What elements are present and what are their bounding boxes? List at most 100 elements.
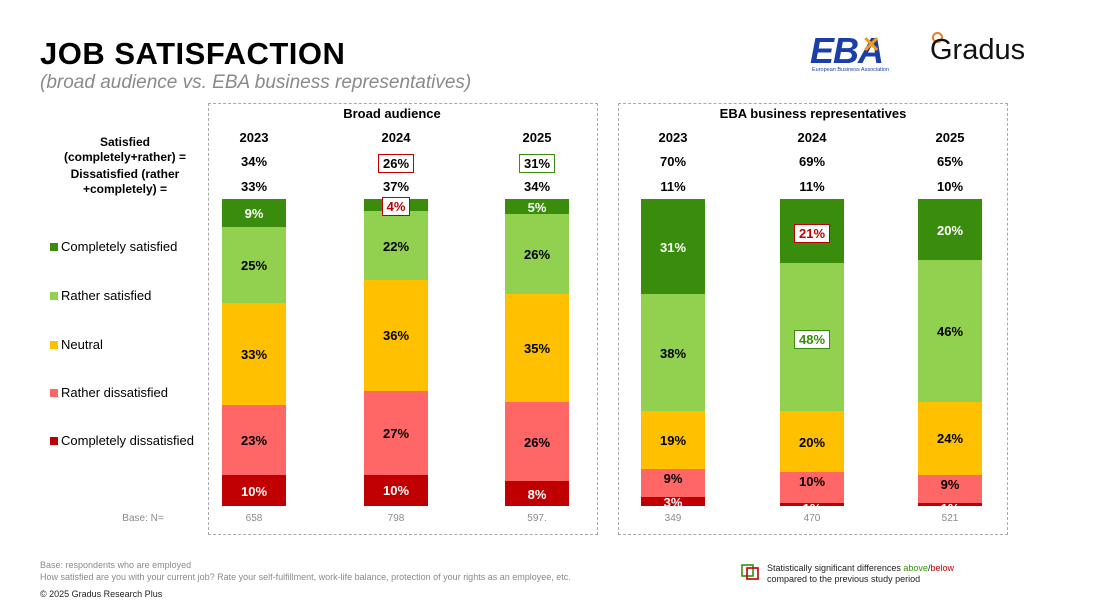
- bar-segment-completely-dissatisfied: [222, 475, 286, 506]
- footer-question: How satisfied are you with your current …: [40, 572, 571, 582]
- eba-logo: EBA ✕ European Business Association: [810, 30, 900, 76]
- year-label: 2025: [935, 130, 965, 145]
- significance-box: 31%: [518, 154, 556, 173]
- satisfied-value: 34%: [240, 154, 268, 169]
- bar-segment-rather-dissatisfied: [364, 391, 428, 475]
- footer-base-note: Base: respondents who are employed: [40, 560, 192, 570]
- page-title: JOB SATISFACTION: [40, 36, 346, 71]
- bar-data-label: 8%: [527, 486, 547, 502]
- base-value: 470: [803, 513, 821, 524]
- base-value: 658: [245, 513, 263, 524]
- bar-segment-neutral: [222, 303, 286, 405]
- satisfied-value: 26%: [361, 154, 431, 173]
- bar-data-label: 19%: [659, 432, 687, 448]
- bar-data-label: 23%: [240, 432, 268, 448]
- bar-data-label: 46%: [936, 324, 964, 339]
- base-value: 521: [941, 513, 959, 524]
- bar-data-label: 1%: [802, 500, 822, 516]
- bar-data-label: 26%: [523, 434, 551, 450]
- dissatisfied-value: 11%: [799, 179, 825, 194]
- bar-data-label: 10%: [382, 483, 410, 499]
- legend-label: Completely satisfied: [61, 239, 178, 254]
- legend-item: Neutral: [50, 337, 103, 353]
- bar-data-label: 31%: [659, 239, 687, 255]
- bar-data-label: 9%: [244, 205, 264, 221]
- sig-text-prefix: Statistically significant differences: [767, 563, 904, 573]
- bar-segment-neutral: [364, 279, 428, 392]
- bar-segment-rather-dissatisfied: [222, 404, 286, 476]
- bar-data-label: 27%: [382, 426, 410, 442]
- significance-legend-icon: [741, 564, 759, 580]
- significance-box: 4%: [381, 197, 411, 216]
- sig-text-sep: /: [927, 563, 931, 573]
- legend-swatch: [50, 436, 58, 445]
- bar-segment-completely-dissatisfied: [364, 474, 428, 506]
- satisfied-value: 65%: [936, 154, 964, 169]
- bar-data-label: 35%: [523, 340, 551, 356]
- bar-data-label: 1%: [940, 500, 960, 516]
- legend-label: Rather satisfied: [61, 288, 152, 303]
- bar-data-label: 26%: [523, 247, 551, 263]
- bar-data-label: 20%: [936, 222, 964, 238]
- dissatisfied-value: 37%: [382, 179, 410, 194]
- dissatisfied-row-label: Dissatisfied (rather +completely) =: [70, 167, 180, 196]
- footer-copyright: © 2025 Gradus Research Plus: [40, 589, 163, 599]
- year-label: 2023: [658, 130, 688, 145]
- satisfied-value: 70%: [659, 154, 687, 169]
- bar-segment-completely-dissatisfied: [505, 481, 569, 506]
- bar-segment-completely-satisfied: [505, 199, 569, 215]
- sig-text-above: above: [903, 563, 928, 573]
- legend-item: Rather dissatisfied: [50, 385, 168, 401]
- bar-segment-completely-dissatisfied: [641, 496, 705, 506]
- dissatisfied-value: 33%: [240, 179, 268, 194]
- dissatisfied-value: 10%: [936, 179, 964, 194]
- legend-item: Completely dissatisfied: [50, 433, 194, 449]
- significance-box: 21%: [793, 224, 831, 244]
- bar-data-label: 21%: [777, 224, 847, 244]
- gradus-logo-dot-icon: [932, 32, 943, 43]
- bar-segment-rather-dissatisfied: [641, 469, 705, 497]
- bar-data-label: 4%: [361, 197, 431, 216]
- significance-box: 26%: [377, 154, 415, 173]
- dissatisfied-value: 11%: [660, 179, 686, 194]
- bar-data-label: 36%: [382, 328, 410, 344]
- bar-segment-completely-dissatisfied: [780, 502, 844, 506]
- panel-title-eba: EBA business representatives: [719, 106, 907, 121]
- bar-data-label: 3%: [663, 494, 683, 510]
- panel-title-broad: Broad audience: [343, 106, 441, 121]
- legend-swatch: [50, 291, 58, 300]
- bar-segment-neutral: [918, 401, 982, 476]
- significance-box: 48%: [793, 330, 831, 350]
- base-value: 597.: [527, 513, 547, 524]
- bar-data-label: 38%: [659, 345, 687, 361]
- legend-label: Rather dissatisfied: [61, 385, 168, 400]
- bar-segment-rather-dissatisfied: [780, 472, 844, 503]
- satisfied-value: 31%: [502, 154, 572, 173]
- bar-segment-neutral: [780, 410, 844, 473]
- panel-eba-representatives: [618, 103, 1008, 535]
- bar-segment-neutral: [641, 410, 705, 470]
- bar-segment-completely-satisfied: [641, 199, 705, 295]
- eba-logo-text: EBA: [810, 30, 884, 71]
- significance-legend-text: Statistically significant differences ab…: [767, 563, 954, 585]
- bar-data-label: 9%: [940, 477, 960, 493]
- eba-logo-mark-icon: ✕: [862, 32, 881, 57]
- year-label: 2024: [797, 130, 827, 145]
- bar-data-label: 20%: [798, 434, 826, 450]
- bar-segment-rather-satisfied: [641, 294, 705, 411]
- bar-data-label: 10%: [240, 483, 268, 499]
- year-label: 2025: [522, 130, 552, 145]
- bar-segment-completely-satisfied: [918, 199, 982, 261]
- bar-segment-rather-satisfied: [364, 211, 428, 280]
- year-label: 2024: [381, 130, 411, 145]
- bar-segment-completely-dissatisfied: [918, 502, 982, 506]
- page-subtitle: (broad audience vs. EBA business represe…: [40, 72, 472, 93]
- bar-data-label: 25%: [240, 258, 268, 273]
- bar-data-label: 9%: [663, 471, 683, 487]
- year-label: 2023: [239, 130, 269, 145]
- bar-data-label: 33%: [240, 347, 268, 363]
- bar-segment-rather-satisfied: [918, 260, 982, 402]
- satisfied-row-label: Satisfied (completely+rather) =: [63, 135, 187, 164]
- base-row-label: Base: N=: [122, 513, 164, 524]
- panel-broad-audience: [208, 103, 598, 535]
